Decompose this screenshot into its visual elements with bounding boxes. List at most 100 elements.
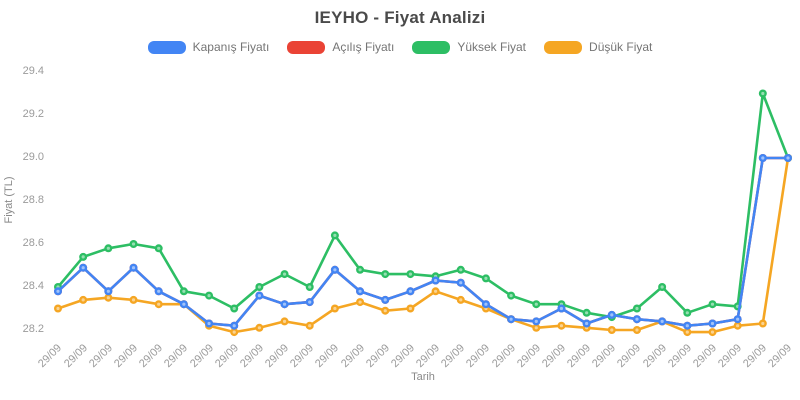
data-point-highlight <box>710 321 715 326</box>
data-point-highlight <box>81 298 85 302</box>
data-point-highlight <box>308 300 312 304</box>
data-point-highlight <box>509 317 513 321</box>
data-point-highlight <box>232 324 236 328</box>
data-point-highlight <box>710 330 715 334</box>
data-point-highlight <box>81 266 85 270</box>
data-point-highlight <box>56 306 60 311</box>
legend-label: Yüksek Fiyat <box>457 40 527 54</box>
data-point-highlight <box>358 289 362 293</box>
data-point-highlight <box>685 324 689 328</box>
data-point-highlight <box>761 91 765 96</box>
data-point-highlight <box>358 268 362 272</box>
chart-legend: Kapanış Fiyatı Açılış Fiyatı Yüksek Fiyat D… <box>0 40 800 54</box>
data-point-highlight <box>509 294 513 298</box>
data-point-highlight <box>685 311 689 315</box>
data-point-highlight <box>786 156 790 160</box>
data-point-highlight <box>635 317 639 321</box>
data-point-highlight <box>282 302 287 306</box>
data-point-highlight <box>761 156 765 160</box>
data-point-highlight <box>257 285 261 289</box>
legend-label: Kapanış Fiyatı <box>192 40 270 54</box>
data-point-highlight <box>484 302 488 306</box>
y-tick-label: 29.4 <box>22 65 44 77</box>
series-line-0 <box>57 156 788 328</box>
data-point-highlight <box>282 319 287 323</box>
data-point-highlight <box>131 266 136 270</box>
data-point-highlight <box>610 328 614 332</box>
y-tick-label: 28.4 <box>22 280 44 292</box>
legend-item-3[interactable]: Düşük Fiyat <box>544 40 652 54</box>
data-point-highlight <box>534 326 538 330</box>
series-line-3 <box>57 157 790 334</box>
data-point-highlight <box>207 294 211 298</box>
data-point-highlight <box>459 268 463 272</box>
x-axis-title: Tarih <box>411 371 435 383</box>
data-point-highlight <box>257 326 261 330</box>
data-point-highlight <box>157 302 161 306</box>
data-point-highlight <box>408 306 413 311</box>
legend-item-1[interactable]: Açılış Fiyatı <box>287 40 394 54</box>
data-point-highlight <box>610 313 614 317</box>
legend-item-0[interactable]: Kapanış Fiyatı <box>147 40 270 54</box>
data-point-highlight <box>106 296 110 300</box>
data-point-highlight <box>282 272 287 276</box>
data-point-highlight <box>459 281 463 285</box>
data-point-highlight <box>157 246 161 250</box>
data-point-highlight <box>660 319 664 323</box>
data-point-highlight <box>131 242 136 246</box>
data-point-highlight <box>257 294 261 298</box>
data-point-highlight <box>710 302 715 306</box>
data-point-highlight <box>358 300 362 304</box>
data-point-highlight <box>333 233 337 237</box>
data-point-highlight <box>484 276 488 280</box>
legend-swatch-icon <box>147 40 186 54</box>
y-tick-label: 29.0 <box>22 151 44 163</box>
data-point-highlight <box>736 317 740 321</box>
data-point-highlight <box>56 289 60 293</box>
data-point-highlight <box>559 306 564 311</box>
data-point-highlight <box>408 272 413 276</box>
data-point-highlight <box>308 285 312 289</box>
data-point-highlight <box>534 302 538 306</box>
data-point-highlight <box>433 289 438 293</box>
data-point-highlight <box>534 319 538 323</box>
data-point-highlight <box>433 278 438 283</box>
data-point-highlight <box>333 306 337 311</box>
chart-title: IEYHO - Fiyat Analizi <box>314 8 486 27</box>
legend-item-2[interactable]: Yüksek Fiyat <box>412 40 526 54</box>
data-point-highlight <box>736 324 740 328</box>
data-point-highlight <box>761 321 765 326</box>
data-point-highlight <box>207 321 211 326</box>
data-point-highlight <box>182 289 186 293</box>
data-point-highlight <box>232 306 236 311</box>
data-point-highlight <box>685 330 689 334</box>
legend-swatch-icon <box>544 40 583 54</box>
data-point-highlight <box>383 309 387 313</box>
y-tick-label: 29.2 <box>22 108 44 120</box>
data-point-highlight <box>635 328 639 332</box>
data-point-highlight <box>81 255 85 259</box>
data-point-highlight <box>182 302 186 306</box>
series-line-2 <box>57 92 790 319</box>
legend-swatch-icon <box>412 40 451 54</box>
legend-label: Açılış Fiyatı <box>332 40 395 54</box>
data-point-highlight <box>635 306 639 311</box>
data-point-highlight <box>585 311 589 315</box>
data-point-highlight <box>660 285 664 289</box>
data-point-highlight <box>333 268 337 272</box>
data-point-highlight <box>559 324 564 328</box>
legend-swatch-icon <box>287 40 326 54</box>
data-point-highlight <box>106 246 110 250</box>
data-point-highlight <box>106 289 110 293</box>
data-point-highlight <box>383 298 387 302</box>
data-point-highlight <box>131 298 136 302</box>
y-tick-label: 28.2 <box>22 323 44 335</box>
data-point-highlight <box>232 330 236 334</box>
data-point-highlight <box>585 321 589 326</box>
data-point-highlight <box>459 298 463 302</box>
data-point-highlight <box>383 272 387 276</box>
data-point-highlight <box>308 324 312 328</box>
y-tick-label: 28.8 <box>22 194 44 206</box>
